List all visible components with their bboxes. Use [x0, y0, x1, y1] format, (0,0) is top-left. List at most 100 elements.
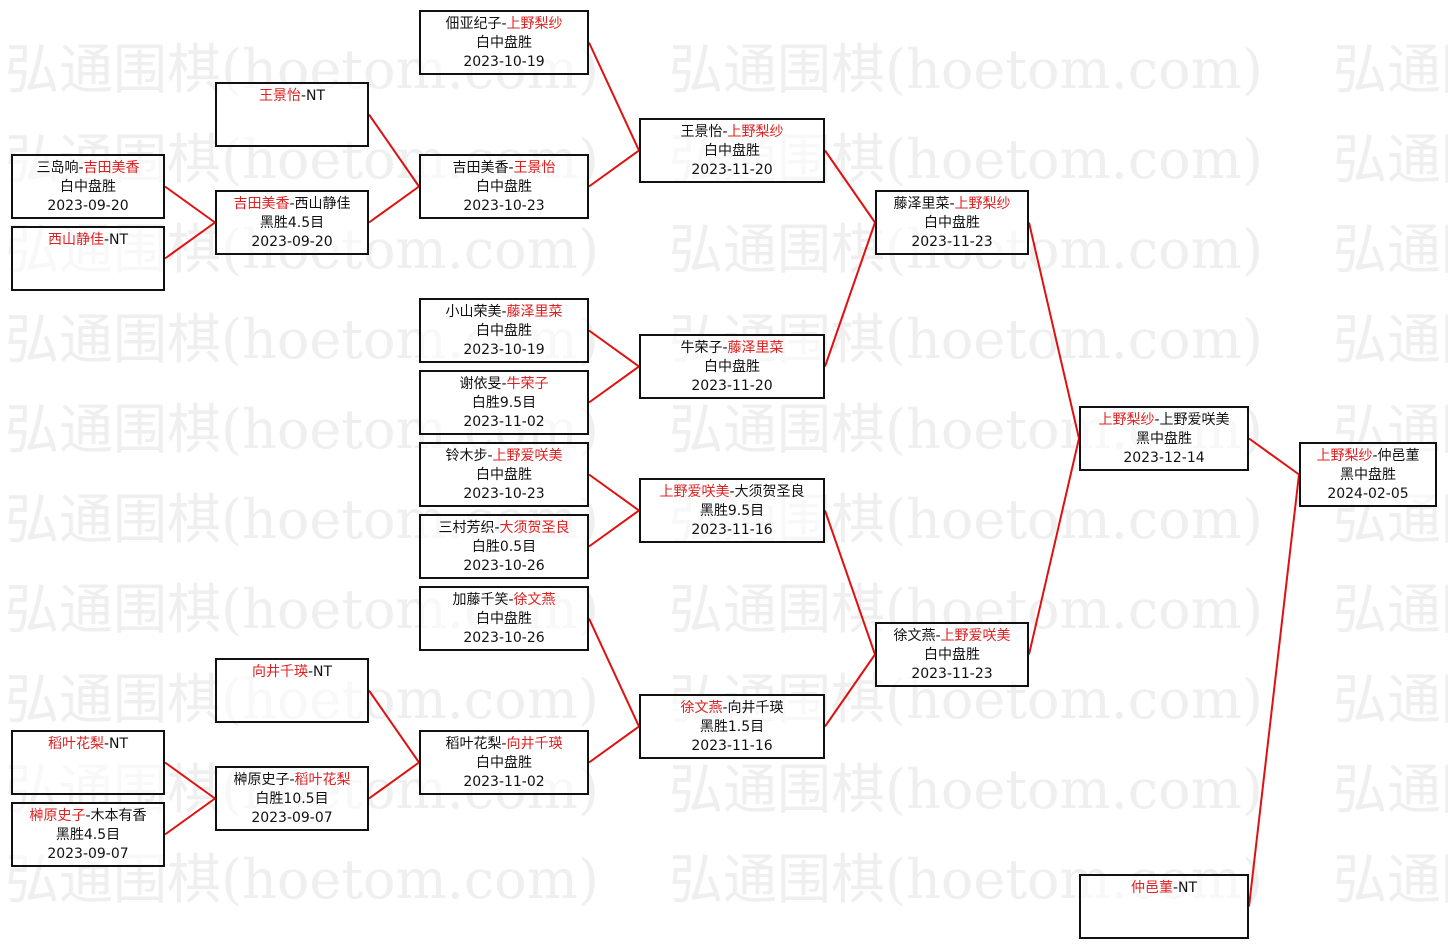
bracket-connector [164, 761, 216, 800]
match-box[interactable]: 稻叶花梨-NT [11, 730, 165, 795]
match-result: 黑胜1.5目 [699, 719, 765, 735]
bracket-connector [1028, 438, 1080, 655]
match-players: 榊原史子-木本有香 [13, 807, 163, 826]
separator: - [1372, 448, 1378, 464]
player-2: NT [306, 88, 326, 104]
bracket-connector [588, 509, 640, 548]
match-players: 藤泽里菜-上野梨纱 [877, 195, 1027, 214]
match-box[interactable]: 仲邑菫-NT [1079, 874, 1249, 939]
match-box[interactable]: 佃亚纪子-上野梨纱 白中盘胜 2023-10-19 [419, 10, 589, 75]
separator: - [85, 808, 91, 824]
bracket-connector [368, 113, 420, 188]
watermark-text: 弘通围棋(hoetom.com) [1333, 308, 1448, 371]
match-result: 白中盘胜 [476, 467, 532, 483]
match-box[interactable]: 三村芳织-大须贺圣良 白胜0.5目 2023-10-26 [419, 514, 589, 579]
match-date: 2023-09-20 [47, 198, 129, 214]
match-box[interactable]: 上野梨纱-仲邑菫 黑中盘胜 2024-02-05 [1299, 442, 1437, 507]
match-result: 白胜10.5目 [255, 791, 329, 807]
match-date: 2023-11-20 [691, 162, 773, 178]
player-1: 牛荣子 [680, 340, 723, 356]
match-players: 佃亚纪子-上野梨纱 [421, 15, 587, 34]
player-2: 仲邑菫 [1377, 448, 1420, 464]
match-box[interactable]: 吉田美香-西山静佳 黑胜4.5目 2023-09-20 [215, 190, 369, 255]
separator: - [487, 448, 493, 464]
match-box[interactable]: 上野爱咲美-大须贺圣良 黑胜9.5目 2023-11-16 [639, 478, 825, 543]
bracket-connector [588, 473, 640, 512]
bracket-connector [588, 42, 640, 151]
match-players: 王景怡-NT [217, 87, 367, 106]
match-box[interactable]: 加藤千笑-徐文燕 白中盘胜 2023-10-26 [419, 586, 589, 651]
match-box[interactable]: 榊原史子-稻叶花梨 白胜10.5目 2023-09-07 [215, 766, 369, 831]
bracket-connector [368, 185, 420, 224]
player-2: 徐文燕 [513, 592, 556, 608]
match-players: 徐文燕-向井千瑛 [641, 699, 823, 718]
player-2: 大须贺圣良 [499, 520, 570, 536]
match-box[interactable]: 牛荣子-藤泽里菜 白中盘胜 2023-11-20 [639, 334, 825, 399]
match-players: 谢依旻-牛荣子 [421, 375, 587, 394]
separator: - [494, 520, 500, 536]
player-2: 向井千瑛 [506, 736, 563, 752]
separator: - [949, 196, 955, 212]
match-result: 白胜0.5目 [471, 539, 537, 555]
match-players: 上野梨纱-仲邑菫 [1301, 447, 1435, 466]
match-result: 白中盘胜 [924, 647, 980, 663]
match-box[interactable]: 王景怡-NT [215, 82, 369, 147]
bracket-connector [164, 185, 216, 224]
match-box[interactable]: 铃木步-上野爱咲美 白中盘胜 2023-10-23 [419, 442, 589, 507]
match-box[interactable]: 徐文燕-向井千瑛 黑胜1.5目 2023-11-16 [639, 694, 825, 759]
bracket-connector [1248, 474, 1300, 907]
match-box[interactable]: 西山静佳-NT [11, 226, 165, 291]
player-1: 小山荣美 [445, 304, 502, 320]
bracket-connector [588, 149, 640, 188]
player-2: 上野爱咲美 [492, 448, 563, 464]
match-box[interactable]: 王景怡-上野梨纱 白中盘胜 2023-11-20 [639, 118, 825, 183]
match-result: 白胜9.5目 [471, 395, 537, 411]
match-result: 黑胜9.5目 [699, 503, 765, 519]
player-2: 向井千瑛 [727, 700, 784, 716]
bracket-connector [164, 797, 216, 836]
player-1: 稻叶花梨 [47, 736, 104, 752]
match-box[interactable]: 谢依旻-牛荣子 白胜9.5目 2023-11-02 [419, 370, 589, 435]
player-1: 藤泽里菜 [893, 196, 950, 212]
match-box[interactable]: 三岛响-吉田美香 白中盘胜 2023-09-20 [11, 154, 165, 219]
match-box[interactable]: 徐文燕-上野爱咲美 白中盘胜 2023-11-23 [875, 622, 1029, 687]
match-result: 黑胜4.5目 [55, 827, 121, 843]
player-1: 徐文燕 [680, 700, 723, 716]
player-2: 上野爱咲美 [1159, 412, 1230, 428]
match-box[interactable]: 榊原史子-木本有香 黑胜4.5目 2023-09-07 [11, 802, 165, 867]
match-result: 白中盘胜 [924, 215, 980, 231]
match-players: 徐文燕-上野爱咲美 [877, 627, 1027, 646]
match-result: 白中盘胜 [476, 179, 532, 195]
match-date: 2023-11-02 [463, 414, 545, 430]
match-players: 小山荣美-藤泽里菜 [421, 303, 587, 322]
match-date: 2023-09-20 [251, 234, 333, 250]
match-players: 向井千瑛-NT [217, 663, 367, 682]
separator: - [1154, 412, 1160, 428]
match-box[interactable]: 小山荣美-藤泽里菜 白中盘胜 2023-10-19 [419, 298, 589, 363]
match-players: 王景怡-上野梨纱 [641, 123, 823, 142]
match-result: 黑中盘胜 [1136, 431, 1192, 447]
watermark-text: 弘通围棋(hoetom.com) [1333, 128, 1448, 191]
separator: - [508, 592, 514, 608]
match-box[interactable]: 向井千瑛-NT [215, 658, 369, 723]
match-box[interactable]: 吉田美香-王景怡 白中盘胜 2023-10-23 [419, 154, 589, 219]
separator: - [289, 196, 295, 212]
player-1: 铃木步 [445, 448, 488, 464]
watermark-text: 弘通围棋(hoetom.com) [1333, 668, 1448, 731]
player-1: 加藤千笑 [452, 592, 509, 608]
watermark-text: 弘通围棋(hoetom.com) [1333, 38, 1448, 101]
separator: - [501, 376, 507, 392]
match-box[interactable]: 稻叶花梨-向井千瑛 白中盘胜 2023-11-02 [419, 730, 589, 795]
match-box[interactable]: 上野梨纱-上野爱咲美 黑中盘胜 2023-12-14 [1079, 406, 1249, 471]
match-date: 2024-02-05 [1327, 486, 1409, 502]
match-players: 西山静佳-NT [13, 231, 163, 250]
player-2: 木本有香 [90, 808, 147, 824]
match-box[interactable]: 藤泽里菜-上野梨纱 白中盘胜 2023-11-23 [875, 190, 1029, 255]
separator: - [722, 700, 728, 716]
match-players: 上野爱咲美-大须贺圣良 [641, 483, 823, 502]
match-players: 榊原史子-稻叶花梨 [217, 771, 367, 790]
player-1: 稻叶花梨 [445, 736, 502, 752]
bracket-connector [164, 221, 216, 260]
match-players: 三岛响-吉田美香 [13, 159, 163, 178]
